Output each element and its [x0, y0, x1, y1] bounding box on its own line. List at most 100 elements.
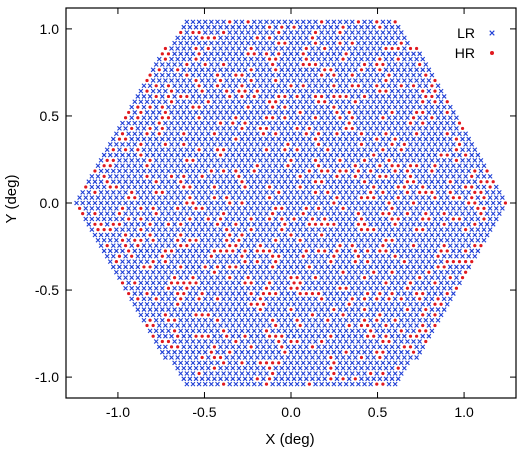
lr-point	[135, 307, 141, 312]
lr-point	[310, 110, 315, 115]
hr-point	[369, 371, 373, 376]
lr-point	[426, 78, 432, 83]
hr-point	[194, 46, 198, 51]
lr-point	[374, 360, 380, 366]
lr-point	[257, 104, 263, 110]
lr-point	[242, 110, 248, 115]
hr-point	[445, 291, 449, 296]
lr-point	[153, 253, 159, 259]
lr-point	[236, 35, 242, 41]
lr-point	[386, 94, 392, 99]
lr-point	[343, 211, 349, 217]
lr-point	[463, 131, 469, 137]
lr-point	[205, 78, 211, 83]
lr-point	[257, 179, 263, 185]
hr-point	[258, 126, 262, 131]
lr-point	[196, 94, 202, 99]
lr-point	[107, 173, 113, 179]
lr-point	[129, 115, 135, 121]
lr-point	[466, 136, 472, 142]
lr-point	[169, 78, 174, 83]
lr-point	[193, 365, 199, 371]
lr-point	[190, 83, 196, 89]
hr-point	[151, 323, 155, 328]
lr-point	[251, 221, 257, 227]
hr-point	[470, 174, 474, 178]
lr-point	[395, 259, 401, 264]
lr-point	[239, 147, 245, 153]
lr-point	[184, 168, 190, 174]
lr-point	[356, 136, 361, 142]
lr-point	[199, 56, 205, 62]
lr-point	[86, 211, 92, 217]
lr-point	[371, 78, 377, 83]
lr-point	[120, 216, 125, 222]
lr-point	[420, 152, 426, 158]
hr-point	[329, 355, 333, 360]
lr-point	[187, 120, 193, 126]
lr-point	[322, 205, 328, 211]
lr-point	[303, 99, 309, 105]
lr-point	[368, 51, 374, 57]
lr-point	[340, 259, 346, 264]
hr-point	[408, 174, 413, 178]
hr-point	[442, 222, 446, 226]
lr-point	[300, 94, 306, 99]
hr-point	[307, 265, 311, 269]
lr-point	[282, 360, 288, 366]
lr-point	[322, 195, 328, 201]
lr-point	[273, 163, 279, 169]
lr-point	[356, 62, 361, 67]
lr-point	[356, 349, 361, 355]
lr-point	[371, 173, 377, 179]
hr-point	[424, 307, 428, 312]
hr-point	[246, 105, 250, 109]
lr-point	[251, 157, 257, 163]
lr-point	[147, 189, 153, 195]
lr-point	[478, 200, 484, 206]
lr-point	[496, 189, 502, 195]
lr-point	[352, 269, 358, 275]
lr-point	[212, 120, 217, 126]
lr-point	[310, 248, 315, 254]
hr-point	[203, 265, 207, 269]
lr-point	[454, 179, 459, 185]
lr-point	[218, 184, 223, 190]
lr-point	[239, 221, 245, 227]
lr-point	[377, 376, 383, 382]
lr-point	[172, 136, 177, 142]
lr-point	[310, 376, 315, 382]
lr-point	[129, 264, 135, 270]
hr-point	[353, 174, 357, 178]
lr-point	[359, 312, 364, 318]
lr-point	[178, 275, 184, 280]
lr-point	[202, 179, 208, 185]
lr-point	[184, 19, 190, 25]
lr-point	[141, 157, 147, 163]
lr-point	[208, 51, 214, 57]
hr-point	[390, 238, 394, 242]
hr-point	[102, 174, 106, 178]
lr-point	[450, 227, 456, 233]
lr-point	[386, 136, 392, 142]
hr-point	[249, 228, 253, 232]
lr-point	[150, 110, 156, 115]
hr-point	[359, 228, 364, 232]
lr-point	[405, 62, 410, 67]
lr-point	[362, 371, 367, 376]
lr-point	[414, 173, 419, 179]
hr-point	[384, 334, 388, 338]
lr-point	[230, 131, 236, 137]
hr-point	[289, 286, 293, 290]
hr-point	[338, 30, 342, 35]
hr-point	[136, 105, 140, 109]
lr-point	[123, 168, 128, 174]
lr-point	[221, 136, 226, 142]
lr-point	[398, 62, 404, 67]
lr-point	[383, 355, 389, 360]
lr-point	[294, 360, 300, 366]
lr-point	[331, 296, 337, 302]
lr-point	[346, 35, 352, 41]
lr-point	[475, 184, 481, 190]
lr-point	[447, 147, 453, 153]
